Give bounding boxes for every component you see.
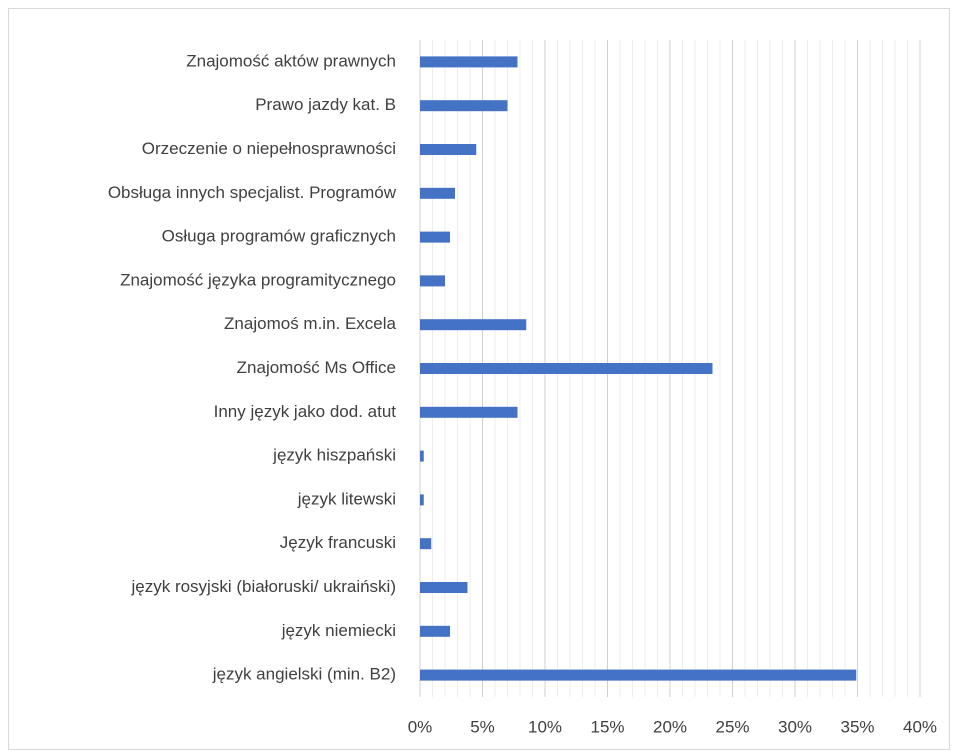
- bar: [420, 100, 508, 112]
- y-tick-label: Orzeczenie o niepełnosprawności: [142, 139, 396, 158]
- y-tick-label: język niemiecki: [281, 621, 396, 640]
- bar: [420, 319, 527, 331]
- bar: [420, 450, 424, 462]
- chart-border: [8, 8, 950, 750]
- x-tick-label: 5%: [470, 717, 495, 736]
- x-tick-label: 10%: [528, 717, 562, 736]
- y-tick-label: Osługa programów graficznych: [162, 227, 396, 246]
- bar: [420, 363, 713, 374]
- bar: [420, 275, 445, 287]
- y-tick-label: Znajomość języka programitycznego: [120, 270, 396, 289]
- bar: [420, 56, 518, 68]
- y-tick-label: Znajomość aktów prawnych: [186, 51, 396, 70]
- x-tick-label: 25%: [715, 717, 749, 736]
- bar: [420, 406, 518, 418]
- bar: [420, 144, 477, 155]
- y-tick-label: Obsługa innych specjalist. Programów: [108, 183, 397, 202]
- x-tick-label: 15%: [590, 717, 624, 736]
- bar: [420, 538, 432, 550]
- bar: [420, 582, 468, 593]
- bar: [420, 231, 450, 243]
- bar: [420, 669, 857, 681]
- y-tick-label: język angielski (min. B2): [212, 665, 396, 684]
- y-tick-label: Znajomość Ms Office: [237, 358, 396, 377]
- y-tick-label: Język francuski: [280, 533, 396, 552]
- y-tick-label: Inny język jako dod. atut: [214, 402, 397, 421]
- bar: [420, 187, 455, 199]
- y-tick-label: Znajomoś m.in. Excela: [224, 314, 396, 333]
- y-tick-label: język hiszpański: [272, 446, 396, 465]
- y-tick-label: Prawo jazdy kat. B: [255, 95, 396, 114]
- x-tick-label: 30%: [778, 717, 812, 736]
- x-tick-label: 40%: [903, 717, 937, 736]
- y-tick-label: język litewski: [297, 489, 396, 508]
- x-tick-label: 35%: [840, 717, 874, 736]
- x-tick-label: 0%: [408, 717, 433, 736]
- x-tick-label: 20%: [653, 717, 687, 736]
- bar: [420, 494, 424, 506]
- bar: [420, 625, 450, 637]
- y-tick-label: język rosyjski (białoruski/ ukraiński): [130, 577, 396, 596]
